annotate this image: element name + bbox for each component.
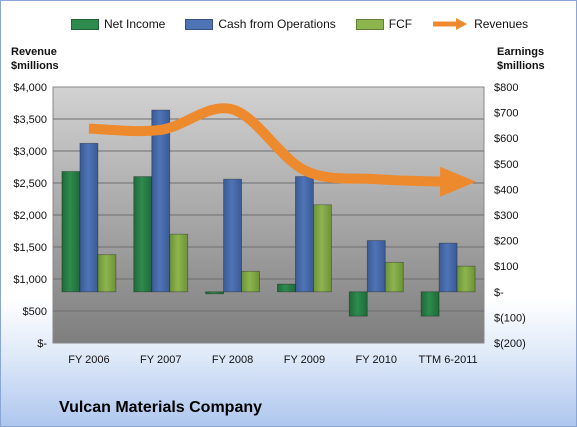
left-axis-title-line2: $millions [11,60,59,72]
bar-cash-from-operations [295,176,314,293]
right-tick-label: $600 [494,133,518,145]
legend-swatch-fcf [355,18,384,30]
bar-cash-from-operations [223,178,242,293]
bar-net-income [277,283,296,293]
legend-swatch-net-income [71,18,99,30]
bar-fcf [456,265,476,293]
right-tick-label: $500 [494,159,518,171]
left-tick-label: $500 [23,306,47,318]
legend-label-cfo: Cash from Operations [218,17,336,31]
legend-label-fcf: FCF [388,17,413,31]
left-axis-title-line1: Revenue [11,46,57,58]
left-tick-label: $3,000 [13,146,47,158]
bar-cash-from-operations [79,142,99,293]
bar-fcf [169,233,189,293]
right-axis-title-line2: $millions [497,60,545,72]
category-label: FY 2008 [212,354,253,366]
right-tick-label: $800 [494,82,518,94]
legend-item-cfo: Cash from Operations [185,17,336,31]
bar-cash-from-operations [366,240,386,293]
category-label: FY 2010 [356,354,397,366]
left-tick-label: $2,500 [13,178,47,190]
right-tick-label: $300 [494,210,518,222]
bar-net-income [133,176,153,293]
legend-swatch-cfo [185,18,214,30]
bar-net-income [348,291,368,317]
right-tick-label: $700 [494,108,518,120]
left-axis-title: Revenue $millions [11,45,59,73]
right-tick-label: $400 [494,184,518,196]
bar-fcf [384,261,404,293]
bar-fcf [97,254,117,293]
right-axis-title-line1: Earnings [497,46,545,58]
category-label: FY 2009 [284,354,325,366]
legend-label-revenues: Revenues [474,17,529,31]
right-tick-label: $- [494,287,504,299]
category-label: FY 2006 [68,354,109,366]
revenues-line [88,103,449,187]
left-tick-label: $- [37,338,47,350]
category-label: FY 2007 [140,354,181,366]
left-tick-label: $3,500 [13,114,47,126]
legend: Net Income Cash from Operations FCF Reve… [71,17,548,31]
right-tick-label: $100 [494,261,518,273]
left-tick-label: $1,000 [13,274,47,286]
left-tick-label: $4,000 [13,82,47,94]
legend-label-net-income: Net Income [104,17,166,31]
category-label: TTM 6-2011 [419,354,478,366]
legend-item-revenues: Revenues [432,17,528,31]
legend-arrow-icon [433,18,468,30]
right-tick-label: $(100) [494,312,526,324]
company-name: Vulcan Materials Company [59,399,263,416]
bar-fcf [241,270,260,293]
bar-net-income [420,291,440,317]
left-tick-label: $1,500 [13,242,47,254]
bar-net-income [61,171,81,293]
legend-item-fcf: FCF [355,17,413,31]
right-tick-label: $(200) [494,338,526,350]
right-axis-title: Earnings $millions [497,45,545,73]
revenues-arrowhead [440,166,477,197]
bar-cash-from-operations [151,109,171,293]
bar-fcf [313,204,332,293]
legend-item-net-income: Net Income [71,17,165,31]
left-tick-label: $2,000 [13,210,47,222]
bar-net-income [205,291,224,295]
bar-cash-from-operations [438,242,458,293]
right-tick-label: $200 [494,236,518,248]
